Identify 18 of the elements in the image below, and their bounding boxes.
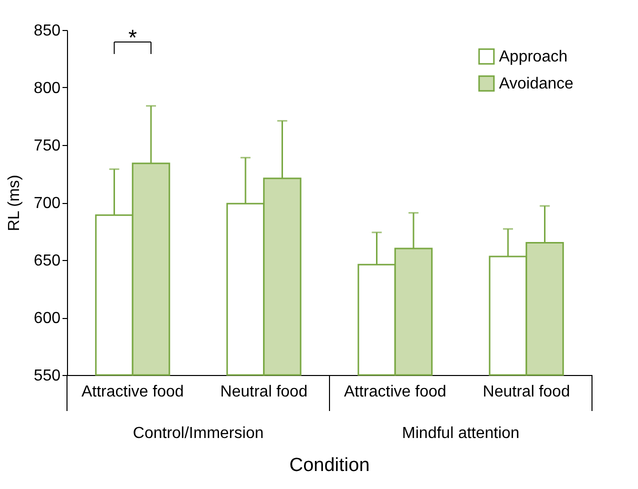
- text: Control/Immersion: [132, 425, 264, 442]
- y-axis-title: RL (ms): [6, 174, 23, 232]
- y-tick-label: 850: [34, 22, 61, 40]
- y-tick-label: 800: [34, 80, 61, 97]
- x-tick-label: Neutral food: [482, 384, 570, 400]
- y-tick-label: 650: [34, 252, 61, 270]
- text: Mindful attention: [402, 425, 520, 442]
- legend-label: Approach: [499, 48, 568, 66]
- y-tick-label: 750: [34, 138, 61, 154]
- y-tick-label: 600: [34, 310, 61, 327]
- annotation: *: [128, 25, 138, 50]
- legend-label: Avoidance: [499, 76, 574, 92]
- x-tick-label: Attractive food: [344, 384, 446, 400]
- x-axis-title: Condition: [289, 455, 370, 476]
- y-tick-label: 700: [34, 195, 61, 212]
- x-tick-label: Attractive food: [81, 384, 184, 400]
- x-tick-label: Neutral food: [220, 384, 308, 400]
- y-tick-label: 550: [34, 368, 61, 384]
